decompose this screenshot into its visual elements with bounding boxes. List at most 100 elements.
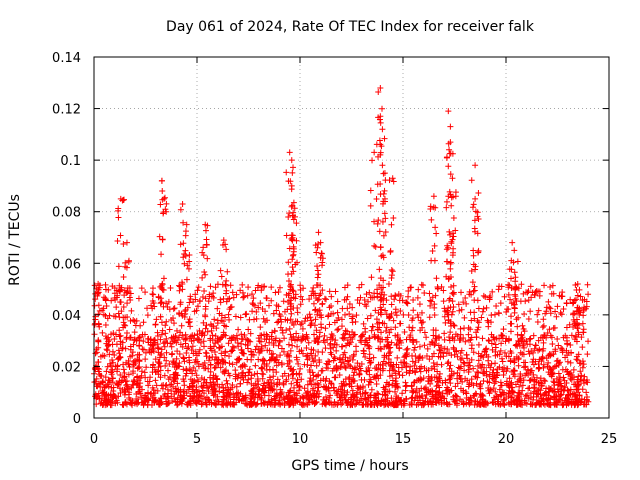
data-point xyxy=(382,383,389,390)
data-point xyxy=(421,290,428,297)
data-point xyxy=(290,251,297,258)
data-point xyxy=(453,393,460,400)
data-point xyxy=(138,368,145,375)
data-point xyxy=(241,331,248,338)
data-point xyxy=(265,302,272,309)
data-point xyxy=(357,384,364,391)
data-point xyxy=(447,283,454,290)
data-point xyxy=(287,347,294,354)
data-point xyxy=(113,304,120,311)
data-point xyxy=(496,335,503,342)
data-point xyxy=(194,287,201,294)
data-point xyxy=(566,321,573,328)
data-point xyxy=(452,193,459,200)
data-point xyxy=(334,326,341,333)
data-point xyxy=(416,301,423,308)
data-point xyxy=(148,302,155,309)
data-point xyxy=(580,361,587,368)
data-point xyxy=(535,337,542,344)
data-point xyxy=(535,347,542,354)
data-point xyxy=(123,264,130,271)
data-point xyxy=(181,382,188,389)
data-point xyxy=(305,339,312,346)
data-point xyxy=(554,335,561,342)
data-point xyxy=(454,333,461,340)
data-point xyxy=(92,296,99,303)
data-point xyxy=(314,297,321,304)
data-point xyxy=(508,257,515,264)
data-point xyxy=(406,334,413,341)
data-point xyxy=(204,222,211,229)
data-point xyxy=(448,194,455,201)
data-point xyxy=(492,388,499,395)
data-point xyxy=(214,305,221,312)
data-point xyxy=(245,326,252,333)
data-point xyxy=(130,341,137,348)
data-point xyxy=(521,328,528,335)
data-point xyxy=(492,348,499,355)
data-point xyxy=(383,324,390,331)
data-point xyxy=(237,380,244,387)
data-point xyxy=(379,126,386,133)
data-point xyxy=(489,399,496,406)
data-point xyxy=(431,366,438,373)
data-point xyxy=(540,345,547,352)
data-point xyxy=(375,366,382,373)
data-point xyxy=(119,345,126,352)
data-point xyxy=(242,392,249,399)
data-point xyxy=(141,394,148,401)
data-point xyxy=(509,394,516,401)
data-point xyxy=(245,338,252,345)
data-point xyxy=(558,345,565,352)
data-point xyxy=(474,374,481,381)
data-point xyxy=(123,330,130,337)
data-point xyxy=(358,376,365,383)
data-point xyxy=(400,311,407,318)
data-point xyxy=(391,367,398,374)
data-point xyxy=(291,205,298,212)
data-point xyxy=(195,284,202,291)
data-point xyxy=(301,361,308,368)
data-point xyxy=(350,351,357,358)
data-point xyxy=(362,337,369,344)
data-point xyxy=(508,320,515,327)
data-point xyxy=(300,285,307,292)
data-point xyxy=(511,357,518,364)
data-point xyxy=(217,267,224,274)
data-point xyxy=(580,326,587,333)
data-point xyxy=(275,303,282,310)
data-point xyxy=(530,332,537,339)
data-point xyxy=(343,381,350,388)
data-point xyxy=(222,314,229,321)
data-point xyxy=(450,245,457,252)
data-point xyxy=(393,375,400,382)
data-point xyxy=(298,337,305,344)
data-point xyxy=(91,321,98,328)
data-point xyxy=(388,221,395,228)
data-point xyxy=(172,376,179,383)
data-point xyxy=(183,350,190,357)
data-point xyxy=(470,365,477,372)
data-point xyxy=(203,241,210,248)
data-point xyxy=(480,292,487,299)
data-point xyxy=(183,335,190,342)
data-point xyxy=(275,289,282,296)
data-point xyxy=(337,386,344,393)
data-point xyxy=(287,178,294,185)
data-point xyxy=(427,389,434,396)
data-point xyxy=(369,323,376,330)
data-point xyxy=(431,304,438,311)
data-point xyxy=(288,203,295,210)
scatter-points xyxy=(91,84,592,409)
data-point xyxy=(242,372,249,379)
data-point xyxy=(173,327,180,334)
data-point xyxy=(135,335,142,342)
y-tick-label: 0.02 xyxy=(52,360,81,375)
data-point xyxy=(328,331,335,338)
data-point xyxy=(233,291,240,298)
data-point xyxy=(192,296,199,303)
data-point xyxy=(380,170,387,177)
data-point xyxy=(237,287,244,294)
data-point xyxy=(111,284,118,291)
data-point xyxy=(575,307,582,314)
